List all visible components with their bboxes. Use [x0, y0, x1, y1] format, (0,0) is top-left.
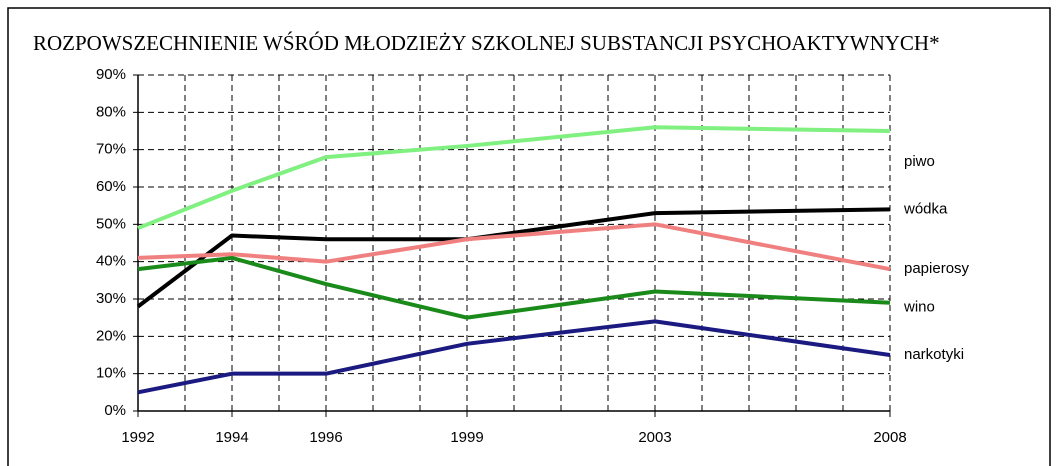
x-tick-label: 1994: [215, 429, 248, 446]
chart-title: ROZPOWSZECHNIENIE WŚRÓD MŁODZIEŻY SZKOLN…: [33, 31, 940, 55]
series-line: [137, 125, 891, 230]
x-tick-label: 1999: [450, 429, 483, 446]
frame: [7, 7, 1051, 466]
y-tick-label: 90%: [96, 66, 126, 83]
y-tick-label: 30%: [96, 290, 126, 307]
series-line: [136, 207, 891, 309]
y-tick-label: 70%: [96, 141, 126, 158]
y-tick-label: 40%: [96, 253, 126, 270]
x-tick-label: 1992: [121, 429, 154, 446]
x-tick-label: 1996: [309, 429, 342, 446]
y-tick-label: 80%: [96, 103, 126, 120]
series-label: narkotyki: [904, 346, 964, 363]
y-tick-label: 60%: [96, 178, 126, 195]
series-line: [137, 255, 891, 320]
series-label: wódka: [903, 200, 948, 217]
series-label: wino: [903, 299, 935, 316]
series-label: piwo: [904, 153, 935, 170]
y-tick-label: 50%: [96, 215, 126, 232]
series-label: papierosy: [904, 260, 970, 277]
y-tick-label: 20%: [96, 327, 126, 344]
y-tick-label: 10%: [96, 365, 126, 382]
x-tick-label: 2008: [873, 429, 906, 446]
series-line: [137, 319, 891, 395]
series-line: [137, 222, 891, 272]
y-tick-label: 0%: [104, 402, 126, 419]
x-tick-label: 2003: [638, 429, 671, 446]
